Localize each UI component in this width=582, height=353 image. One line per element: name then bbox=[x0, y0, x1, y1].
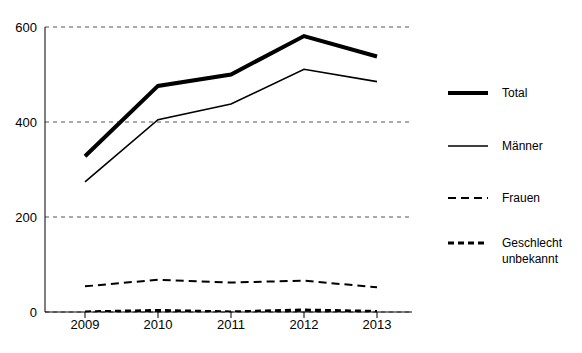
html-text:Total: Total bbox=[502, 86, 528, 100]
svg-text:2010: 2010 bbox=[144, 317, 173, 332]
html-text:Geschlecht unbekannt: Geschlecht unbekannt bbox=[502, 236, 562, 266]
html-text:Männer: Männer bbox=[502, 139, 543, 153]
svg-text:2009: 2009 bbox=[71, 317, 100, 332]
svg-text:400: 400 bbox=[15, 115, 37, 130]
svg-text:200: 200 bbox=[15, 210, 37, 225]
html-text:Frauen: Frauen bbox=[502, 191, 540, 205]
svg-text:2011: 2011 bbox=[217, 317, 245, 332]
svg-text:0: 0 bbox=[30, 305, 37, 320]
svg-text:2013: 2013 bbox=[363, 317, 392, 332]
svg-text:600: 600 bbox=[15, 20, 37, 35]
svg-text:2012: 2012 bbox=[290, 317, 319, 332]
